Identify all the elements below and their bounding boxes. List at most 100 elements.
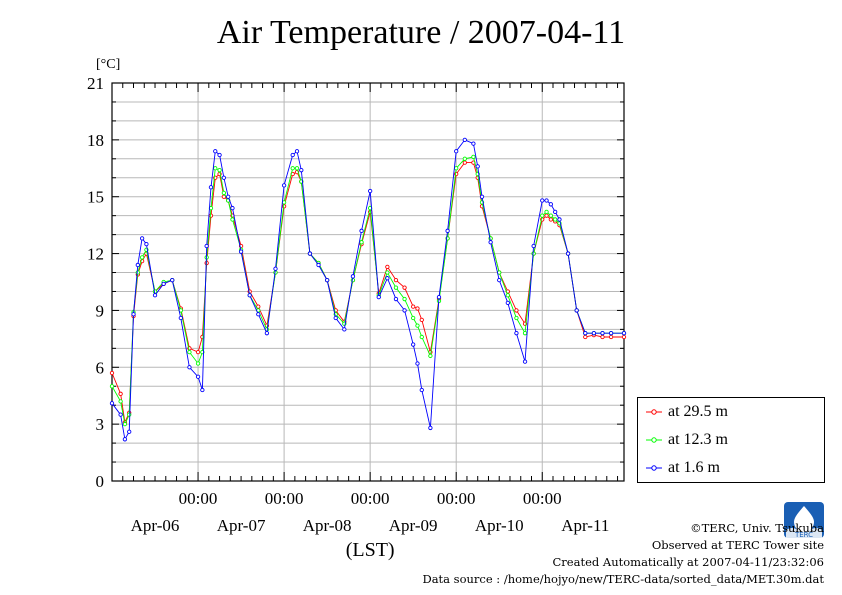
- data-point: [195, 349, 201, 355]
- data-point: [118, 399, 123, 404]
- label-layer: 0 3 6 9 12 15 18 21 00:00 00:00 00:00 00:00 00:00 Apr…: [87, 57, 609, 561]
- data-point: [471, 141, 476, 146]
- x-date-label: Apr-10: [475, 516, 524, 535]
- data-point: [385, 276, 390, 281]
- legend-label: at 29.5 m: [668, 403, 728, 420]
- data-point: [170, 277, 175, 283]
- data-point: [217, 168, 222, 173]
- data-point: [462, 137, 467, 143]
- data-point: [200, 387, 205, 393]
- y-unit-label: [°C]: [96, 57, 120, 72]
- data-point: [376, 295, 381, 300]
- data-point: [217, 152, 222, 158]
- data-point: [290, 166, 295, 171]
- data-point: [238, 249, 244, 254]
- data-point: [385, 264, 390, 269]
- data-point: [488, 240, 493, 245]
- data-point: [574, 308, 579, 313]
- data-point: [548, 217, 554, 222]
- data-point: [621, 334, 627, 340]
- data-point: [131, 312, 136, 317]
- y-tick-label: 18: [87, 131, 104, 150]
- data-point: [230, 205, 235, 211]
- data-point: [583, 334, 588, 340]
- data-point: [393, 285, 399, 290]
- legend-swatch-icon: [646, 437, 662, 443]
- data-point: [208, 185, 214, 190]
- data-point: [411, 304, 416, 309]
- chart-title: Air Temperature / 2007-04-11: [216, 14, 626, 51]
- x-time-label: 00:00: [351, 489, 390, 508]
- data-point: [127, 412, 132, 417]
- series-2: [109, 137, 627, 442]
- legend-label: at 12.3 m: [668, 431, 728, 448]
- data-point: [415, 306, 420, 311]
- data-point: [540, 198, 545, 203]
- data-point: [428, 353, 433, 359]
- copyright-text: ©TERC, Univ. Tsukuba: [690, 521, 824, 535]
- data-point: [139, 236, 145, 241]
- legend-swatch-icon: [646, 465, 662, 471]
- data-point: [411, 342, 416, 347]
- data-point: [621, 331, 627, 336]
- data-point: [544, 213, 549, 218]
- data-point: [540, 213, 545, 218]
- data-point: [479, 194, 485, 199]
- data-point: [565, 251, 571, 256]
- data-point: [385, 270, 390, 275]
- data-point: [531, 251, 536, 256]
- data-point: [583, 331, 588, 336]
- y-tick-label: 12: [87, 245, 104, 264]
- data-point: [350, 274, 356, 279]
- x-time-label: 00:00: [437, 489, 476, 508]
- data-point: [208, 213, 214, 218]
- data-point: [144, 241, 149, 247]
- data-point: [368, 188, 373, 194]
- data-point: [553, 209, 558, 215]
- data-point: [290, 152, 295, 158]
- data-point: [402, 296, 407, 302]
- plot-frame: [111, 82, 625, 482]
- y-tick-label: 6: [96, 358, 105, 377]
- data-point: [187, 349, 192, 355]
- data-point: [544, 209, 549, 215]
- data-point: [557, 217, 562, 222]
- data-point: [591, 331, 597, 336]
- data-point: [402, 308, 407, 313]
- series-1: [109, 154, 627, 427]
- data-point: [419, 317, 424, 323]
- data-point: [531, 243, 536, 249]
- data-point: [299, 168, 304, 173]
- data-point: [324, 277, 330, 283]
- data-point: [505, 300, 510, 305]
- data-point: [462, 156, 467, 161]
- data-point: [135, 262, 140, 268]
- data-point: [548, 202, 554, 207]
- data-point: [419, 387, 424, 393]
- y-tick-label: 3: [96, 415, 105, 434]
- data-point: [195, 361, 201, 366]
- data-point: [226, 194, 231, 199]
- data-point: [454, 166, 459, 171]
- data-point: [316, 262, 321, 268]
- data-point: [109, 384, 115, 389]
- data-point: [402, 285, 407, 290]
- data-point: [127, 429, 132, 434]
- data-point: [294, 166, 300, 171]
- terc-logo-icon: TERC: [784, 502, 824, 539]
- y-tick-label: 0: [96, 472, 105, 491]
- grid-layer: [112, 83, 624, 481]
- data-point: [415, 323, 420, 328]
- data-point: [505, 293, 510, 298]
- data-point: [393, 277, 399, 283]
- data-point: [139, 255, 145, 260]
- data-point: [109, 370, 115, 376]
- data-point: [221, 190, 227, 196]
- x-date-label: Apr-09: [389, 516, 438, 535]
- data-point: [522, 331, 528, 336]
- data-point: [359, 228, 364, 233]
- data-point: [178, 315, 183, 321]
- data-point: [294, 149, 300, 154]
- data-point: [118, 412, 123, 417]
- data-point: [221, 175, 227, 180]
